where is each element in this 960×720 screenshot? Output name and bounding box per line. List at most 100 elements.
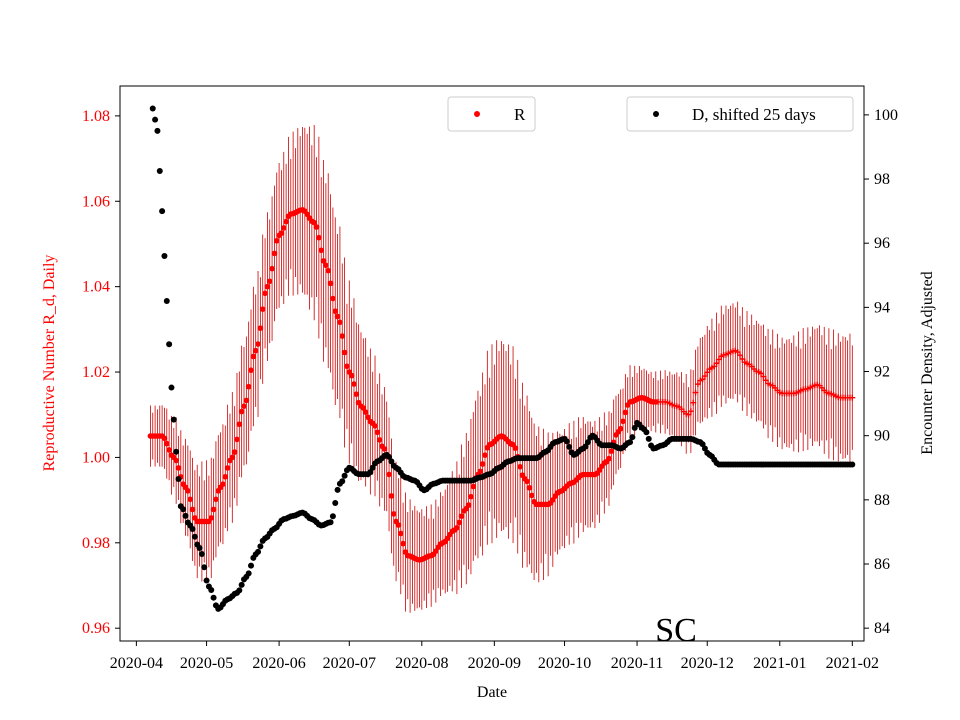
r-point [334, 313, 341, 320]
d-point [196, 544, 203, 551]
r-point [255, 341, 261, 347]
legend-r: R [447, 96, 536, 132]
r-point [278, 230, 285, 237]
x-tick-label-6: 2020-10 [538, 655, 591, 672]
r-point [465, 502, 472, 508]
r-point [608, 448, 615, 454]
r-point [762, 377, 769, 384]
d-point [629, 434, 636, 441]
x-tick-label-7: 2020-11 [611, 655, 664, 672]
r-point [760, 373, 767, 380]
d-point [584, 439, 591, 446]
d-point [701, 445, 708, 452]
r-point [161, 435, 168, 442]
plot-frame [119, 85, 865, 642]
r-point [376, 437, 383, 443]
d-point [627, 439, 634, 446]
y-right-tick-label-8: 100 [874, 107, 898, 124]
r-point [374, 429, 381, 436]
r-point [325, 267, 332, 274]
r-point [245, 383, 252, 390]
d-point [257, 543, 264, 550]
r-point [236, 421, 243, 428]
r-point [264, 283, 271, 290]
r-series [147, 207, 856, 563]
y-right-tick-label-1: 86 [874, 556, 890, 573]
r-point [266, 278, 273, 285]
r-point [737, 352, 743, 359]
r-point [622, 409, 629, 416]
r-point [238, 408, 245, 415]
y-right-tick-label-2: 88 [874, 492, 890, 509]
d-series [149, 105, 856, 612]
d-point [332, 500, 339, 507]
x-tick-label-10: 2021-02 [826, 655, 879, 672]
r-point [339, 333, 346, 339]
y-right-tick-label-6: 96 [874, 235, 890, 252]
r-point [685, 411, 692, 418]
d-point [189, 526, 196, 533]
r-point [470, 483, 477, 490]
y-axis-left: 0.96 0.98 1.00 1.02 1.04 1.06 1.08 [82, 108, 120, 637]
r-point [280, 225, 287, 231]
y-left-tick-label-2: 1.00 [82, 449, 110, 466]
r-point [330, 295, 336, 302]
r-point [479, 461, 486, 467]
legend-d-label: D, shifted 25 days [692, 105, 816, 124]
legend-d: D, shifted 25 days [626, 96, 854, 132]
x-tick-label-2: 2020-06 [252, 655, 305, 672]
r-point [250, 353, 257, 360]
r-point [388, 493, 395, 499]
r-point [269, 265, 275, 272]
y-left-tick-label-5: 1.06 [82, 193, 110, 210]
r-point [283, 218, 289, 225]
d-point [166, 341, 173, 348]
d-point [208, 586, 215, 593]
r-point [273, 237, 280, 244]
r-point [185, 488, 191, 494]
r-point [337, 319, 343, 326]
d-point [152, 116, 159, 123]
d-point [182, 512, 189, 519]
r-point [687, 408, 694, 415]
legend-d-marker [653, 111, 659, 117]
r-point [713, 360, 720, 367]
r-point [173, 457, 179, 464]
x-tick-label-9: 2021-01 [753, 655, 806, 672]
d-point [563, 438, 570, 445]
r-point [512, 445, 519, 451]
d-point [369, 464, 376, 471]
d-point [388, 458, 395, 465]
legend-d-box [626, 96, 854, 132]
x-tick-label-1: 2020-05 [180, 655, 233, 672]
d-point [170, 416, 177, 423]
r-point [210, 506, 217, 513]
d-point [163, 297, 170, 304]
r-point [231, 449, 238, 455]
r-point [524, 478, 530, 485]
x-tick-label-4: 2020-08 [395, 655, 448, 672]
y-left-tick-label-4: 1.04 [82, 279, 110, 296]
r-point [699, 376, 706, 383]
r-point [229, 454, 236, 461]
d-point [245, 570, 252, 577]
r-point [257, 325, 264, 331]
d-point [367, 469, 374, 476]
y-axis-right: 84 86 88 90 92 94 96 98 100 [864, 107, 898, 637]
x-axis-label: Date [477, 684, 507, 701]
d-point [645, 435, 652, 442]
r-point [175, 465, 182, 471]
d-point [149, 105, 156, 112]
r-point [262, 290, 268, 297]
r-point [353, 391, 360, 397]
d-point [168, 384, 175, 391]
x-tick-label-5: 2020-09 [468, 655, 521, 672]
d-point [582, 443, 589, 450]
y-right-tick-label-7: 98 [874, 171, 890, 188]
legend-r-label: R [514, 105, 526, 124]
d-point [643, 429, 650, 436]
r-point [456, 519, 463, 526]
y-right-tick-label-4: 92 [874, 364, 890, 381]
r-point [528, 492, 535, 499]
